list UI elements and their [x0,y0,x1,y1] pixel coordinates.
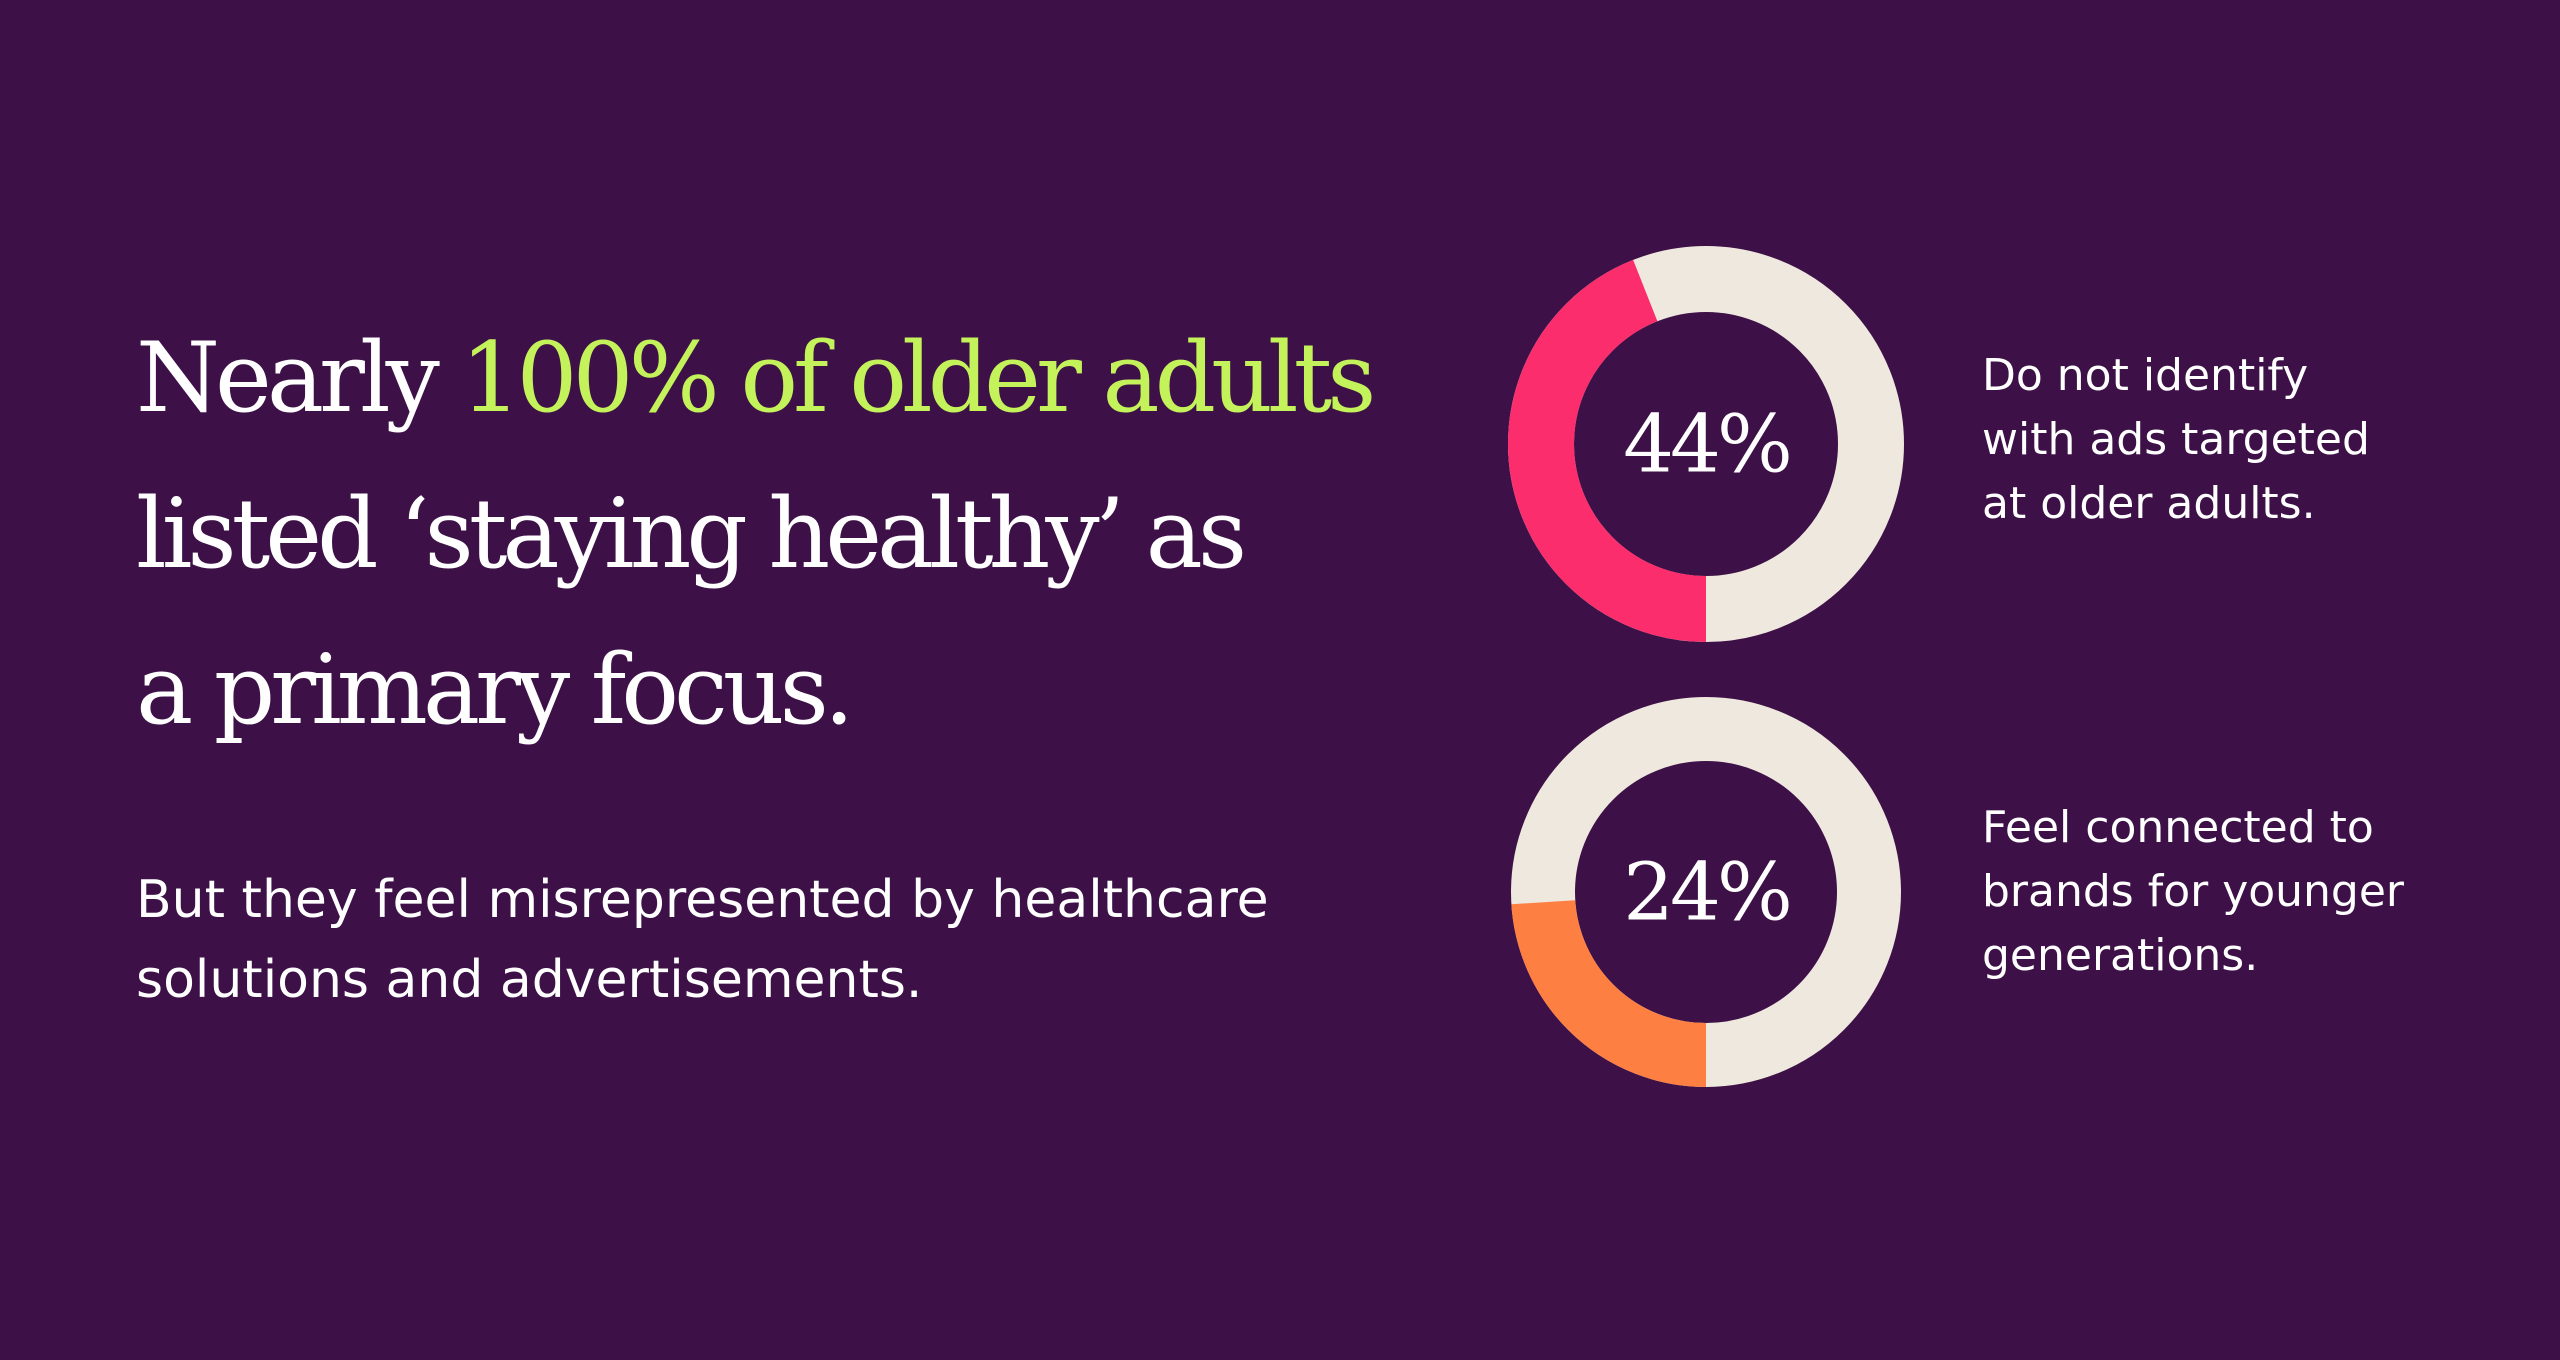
donut-chart-2: 24% [1506,692,1906,1092]
headline-highlight: 100% of older adults [460,322,1376,434]
donut-1-value-arc [1508,259,1707,642]
donut-svg-2: 24% [1511,697,1901,1087]
subtext: But they feel misrepresented by healthca… [136,860,1436,1020]
stat-2-label-line-3: generations. [1982,930,2259,981]
stat-1-label-line-2: with ads targeted [1982,414,2370,465]
donut-1-value-label: 44% [1623,398,1789,491]
stat-1-label-line-1: Do not identify [1982,350,2309,401]
donut-chart-1: 44% [1506,244,1906,644]
headline: Nearly 100% of older adults listed ‘stay… [136,300,1476,768]
donut-svg-1: 44% [1508,246,1904,642]
donut-2-value-label: 24% [1623,846,1789,939]
headline-lead: Nearly [136,322,461,434]
headline-line-3: a primary focus. [136,634,854,746]
stat-2-label-line-1: Feel connected to [1982,802,2374,853]
donut-2-value-arc [1511,899,1707,1087]
subtext-line-1: But they feel misrepresented by healthca… [136,870,1269,930]
stat-1-label-line-3: at older adults. [1982,478,2316,529]
stat-2-label-line-2: brands for younger [1982,866,2405,917]
stat-2-label: Feel connected to brands for younger gen… [1982,796,2502,988]
headline-line-2: listed ‘staying healthy’ as [136,478,1247,590]
stat-1-label: Do not identify with ads targeted at old… [1982,344,2502,536]
subtext-line-2: solutions and advertisements. [136,950,923,1010]
